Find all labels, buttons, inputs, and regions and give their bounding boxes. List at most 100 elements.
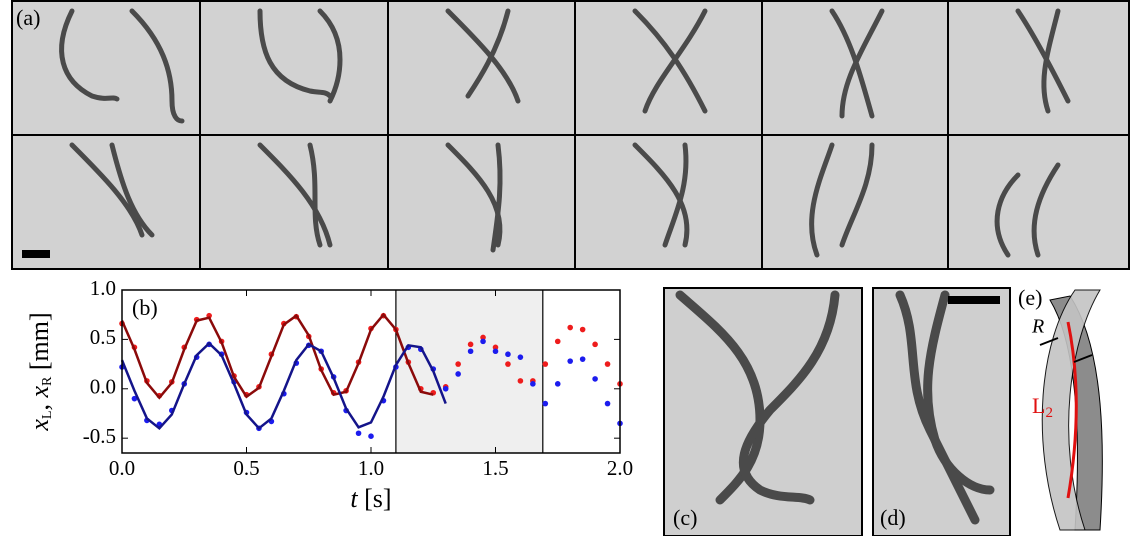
y-tick-label: 1.0 xyxy=(90,276,116,300)
worm xyxy=(257,142,333,248)
photo-cell xyxy=(11,134,201,270)
data-point xyxy=(442,385,449,392)
x-tick-label: 0.5 xyxy=(233,456,259,480)
data-point xyxy=(604,361,611,367)
photo-cell xyxy=(574,134,763,270)
y-label-part: x xyxy=(25,386,54,399)
plot-frame xyxy=(121,289,621,454)
data-point xyxy=(480,334,486,341)
y-axis-label: xL, xR [mm] xyxy=(25,312,55,431)
photo-cell xyxy=(199,134,389,270)
worm xyxy=(257,8,333,99)
worm xyxy=(109,142,155,238)
length-label-main: L xyxy=(1032,393,1045,418)
photo-cell xyxy=(761,134,949,270)
worm xyxy=(839,142,875,248)
data-point xyxy=(492,344,499,351)
worm xyxy=(317,8,343,104)
worm xyxy=(1041,8,1061,114)
x-tick-label: 0.0 xyxy=(109,456,135,480)
panel-label: (b) xyxy=(132,295,158,320)
x-tick-label: 1.0 xyxy=(358,456,384,480)
data-point xyxy=(467,348,474,355)
photo-cell xyxy=(947,0,1130,136)
chart-b: 0.0 0.5 1.0 1.5 2.0 1.0 0.5 0.0 -0.5 (b) t [s] xL, … xyxy=(25,276,633,513)
length-label: L2 xyxy=(1032,393,1053,421)
data-point xyxy=(542,361,549,367)
photo-cell xyxy=(387,134,576,270)
data-point xyxy=(604,400,611,407)
y-label-part: L xyxy=(40,411,55,420)
panel-label: (e) xyxy=(1018,285,1042,310)
scale-bar xyxy=(948,296,1000,304)
data-point xyxy=(368,433,374,440)
worm xyxy=(632,142,690,248)
worm xyxy=(1031,162,1061,258)
worm xyxy=(809,142,835,258)
arrow xyxy=(1073,354,1093,363)
photo-cell xyxy=(387,0,576,136)
data-point xyxy=(492,348,499,355)
worm xyxy=(490,142,503,253)
worm xyxy=(642,8,708,114)
data-point xyxy=(517,354,524,360)
worm xyxy=(839,8,885,119)
fit-line xyxy=(120,312,434,400)
data-point xyxy=(455,371,461,377)
worm xyxy=(994,172,1021,258)
data-point xyxy=(517,378,524,384)
data-point xyxy=(592,341,598,348)
length-label-sub: 2 xyxy=(1045,405,1053,421)
scale-bar xyxy=(22,250,50,258)
data-point xyxy=(355,430,362,437)
data-point xyxy=(455,361,461,367)
data-point xyxy=(542,400,549,407)
worms-c xyxy=(675,290,840,505)
x-tick-label: 2.0 xyxy=(607,456,633,480)
x-label-part: t xyxy=(350,484,358,513)
y-tick-label: 0.5 xyxy=(90,325,116,349)
photo-grid xyxy=(11,0,1130,270)
panel-label: (d) xyxy=(880,505,906,530)
panel-label: (a) xyxy=(16,5,40,30)
radius-label: R xyxy=(1031,316,1044,338)
x-tick-label: 1.5 xyxy=(482,456,508,480)
photo-cell xyxy=(199,0,389,136)
schematic-curve xyxy=(1066,321,1078,499)
worm xyxy=(465,8,511,99)
data-point xyxy=(131,395,138,402)
data-point xyxy=(480,338,486,345)
worm xyxy=(307,142,323,248)
data-point xyxy=(530,381,536,387)
data-point xyxy=(554,338,561,345)
arrow xyxy=(1039,337,1059,346)
y-label-part: , xyxy=(25,398,54,411)
x-axis-label: t [s] xyxy=(350,484,391,513)
fit-line xyxy=(120,341,447,431)
x-label-part: [s] xyxy=(358,484,392,513)
data-point xyxy=(579,356,586,362)
worm xyxy=(69,142,145,238)
worms-d xyxy=(895,290,995,525)
data-point xyxy=(567,324,573,331)
y-label-part: x xyxy=(25,419,54,432)
data-point xyxy=(579,326,586,333)
y-label-part: R xyxy=(40,376,55,386)
worm xyxy=(445,142,503,248)
data-point xyxy=(554,381,561,387)
data-point xyxy=(567,358,573,364)
highlight-region xyxy=(395,290,543,453)
worm xyxy=(129,8,185,124)
worm xyxy=(59,8,120,102)
data-point xyxy=(592,376,598,382)
y-tick-label: 0.0 xyxy=(90,375,116,399)
panel-label: (c) xyxy=(673,505,697,530)
data-point xyxy=(505,351,511,358)
photo-d xyxy=(872,287,1011,537)
y-label-part: [mm] xyxy=(25,312,54,376)
y-tick-label: -0.5 xyxy=(83,424,116,448)
data-point xyxy=(467,341,474,348)
worm xyxy=(662,142,689,248)
data-point xyxy=(505,361,511,367)
